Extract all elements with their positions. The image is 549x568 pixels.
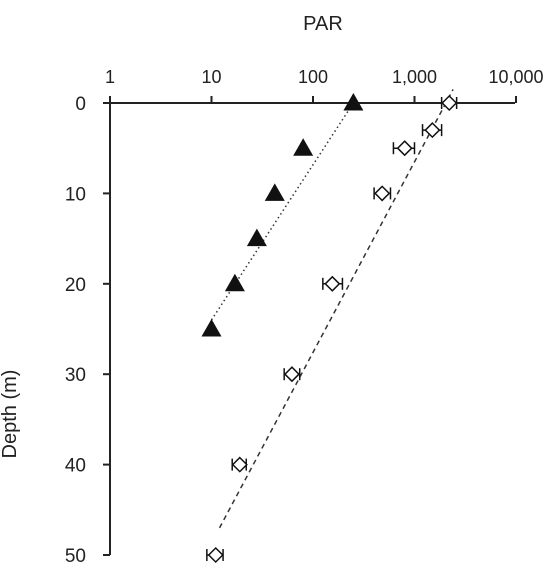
triangle-marker (224, 273, 245, 292)
diamond-marker (374, 185, 391, 202)
triangle-marker (246, 228, 267, 247)
x-axis-title: PAR (303, 13, 343, 35)
diamond-marker (424, 122, 441, 139)
triangle-marker (201, 319, 222, 337)
diamond-marker (324, 275, 341, 292)
x-ticks: 1 10 100 1,000 10,000 (105, 67, 544, 103)
trendlines (210, 89, 454, 529)
data-marks (201, 93, 458, 564)
diamond-marker (283, 366, 300, 383)
triangle-marker (343, 93, 364, 111)
y-tick-label: 50 (65, 546, 86, 567)
triangle-marker (264, 183, 285, 201)
x-tick-label: 1,000 (392, 67, 437, 87)
x-tick-label: 10,000 (488, 67, 543, 87)
y-tick-label: 10 (65, 184, 86, 205)
x-tick-label: 10 (201, 67, 221, 87)
y-axis-title: Depth (m) (0, 370, 21, 459)
y-tick-label: 40 (65, 456, 86, 477)
y-ticks: 0 10 20 30 40 50 (65, 94, 110, 567)
diamond-marker (396, 140, 413, 157)
y-tick-label: 30 (65, 365, 86, 386)
diamond-marker (231, 456, 248, 473)
trendline-dashed (218, 89, 454, 529)
x-tick-label: 100 (298, 67, 328, 87)
diamond-marker (441, 94, 458, 112)
triangle-marker (293, 138, 314, 156)
trendline-dotted (210, 102, 355, 321)
x-tick-label: 1 (105, 67, 115, 87)
diamond-marker (207, 546, 224, 564)
y-tick-label: 0 (75, 94, 86, 115)
y-tick-label: 20 (65, 275, 86, 296)
